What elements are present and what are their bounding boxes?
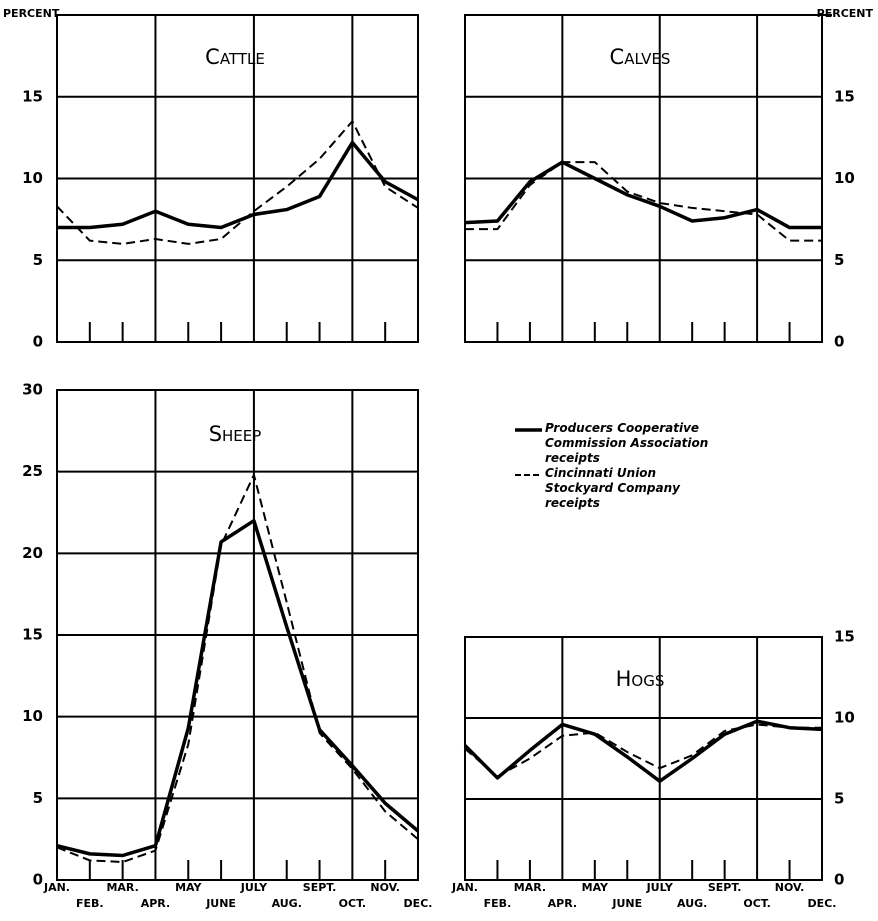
x-tick-label: JUNE [611,897,642,910]
x-tick-label: NOV. [775,881,805,894]
x-tick-label: MAR. [514,881,546,894]
y-tick-label: 10 [834,169,855,187]
y-axis-label: PERCENT [817,7,874,20]
y-tick-label: 0 [834,871,844,889]
x-tick-label: MAY [582,881,609,894]
x-tick-label: SEPT. [303,881,337,894]
x-tick-label: OCT. [339,897,366,910]
legend-entry: Producers Cooperative Commission Associa… [545,421,709,465]
x-tick-label: FEB. [484,897,512,910]
x-tick-label: JAN. [43,881,70,894]
x-tick-label: FEB. [76,897,104,910]
x-tick-label: MAR. [106,881,138,894]
chart-title: Calves [610,45,671,69]
data-line [57,140,419,230]
x-tick-label: APR. [548,897,577,910]
x-tick-label: MAY [175,881,202,894]
legend-entry: Cincinnati Union Stockyard Company recei… [545,466,680,510]
x-tick-label: JULY [646,881,674,894]
x-tick-label: SEPT. [708,881,742,894]
x-tick-label: JAN. [451,881,478,894]
y-tick-label: 0 [33,333,43,351]
data-line [463,719,823,783]
legend-label: Producers Cooperative Commission Associa… [545,421,709,465]
data-line [56,120,419,245]
y-tick-label: 25 [22,462,43,480]
legend-label: Cincinnati Union Stockyard Company recei… [545,466,680,510]
y-tick-label: 30 [22,381,43,399]
y-tick-label: 10 [834,709,855,727]
y-tick-label: 0 [33,871,43,889]
x-tick-label: JULY [240,881,268,894]
x-tick-label: AUG. [272,897,302,910]
chart-title: Cattle [205,45,265,69]
x-tick-label: APR. [141,897,170,910]
y-tick-label: 15 [834,87,855,105]
y-tick-label: 5 [834,251,844,269]
y-tick-label: 10 [22,707,43,725]
x-tick-label: DEC. [808,897,837,910]
y-axis-label: PERCENT [3,7,60,20]
y-tick-label: 15 [22,87,43,105]
x-tick-label: JUNE [205,897,236,910]
x-tick-label: AUG. [677,897,707,910]
y-tick-label: 10 [22,169,43,187]
chart-title: Sheep [209,422,262,446]
y-tick-label: 15 [834,628,855,646]
y-tick-label: 15 [22,626,43,644]
data-line [56,518,420,858]
y-tick-label: 20 [22,544,43,562]
data-line [464,160,822,230]
y-tick-label: 5 [834,790,844,808]
x-tick-label: OCT. [743,897,770,910]
data-line [465,161,822,242]
y-tick-label: 0 [834,333,844,351]
data-line [464,723,822,778]
y-tick-label: 5 [33,789,43,807]
x-tick-label: NOV. [370,881,400,894]
data-line [56,473,419,864]
x-tick-label: DEC. [404,897,433,910]
y-tick-label: 5 [33,251,43,269]
chart-title: Hogs [616,667,665,691]
